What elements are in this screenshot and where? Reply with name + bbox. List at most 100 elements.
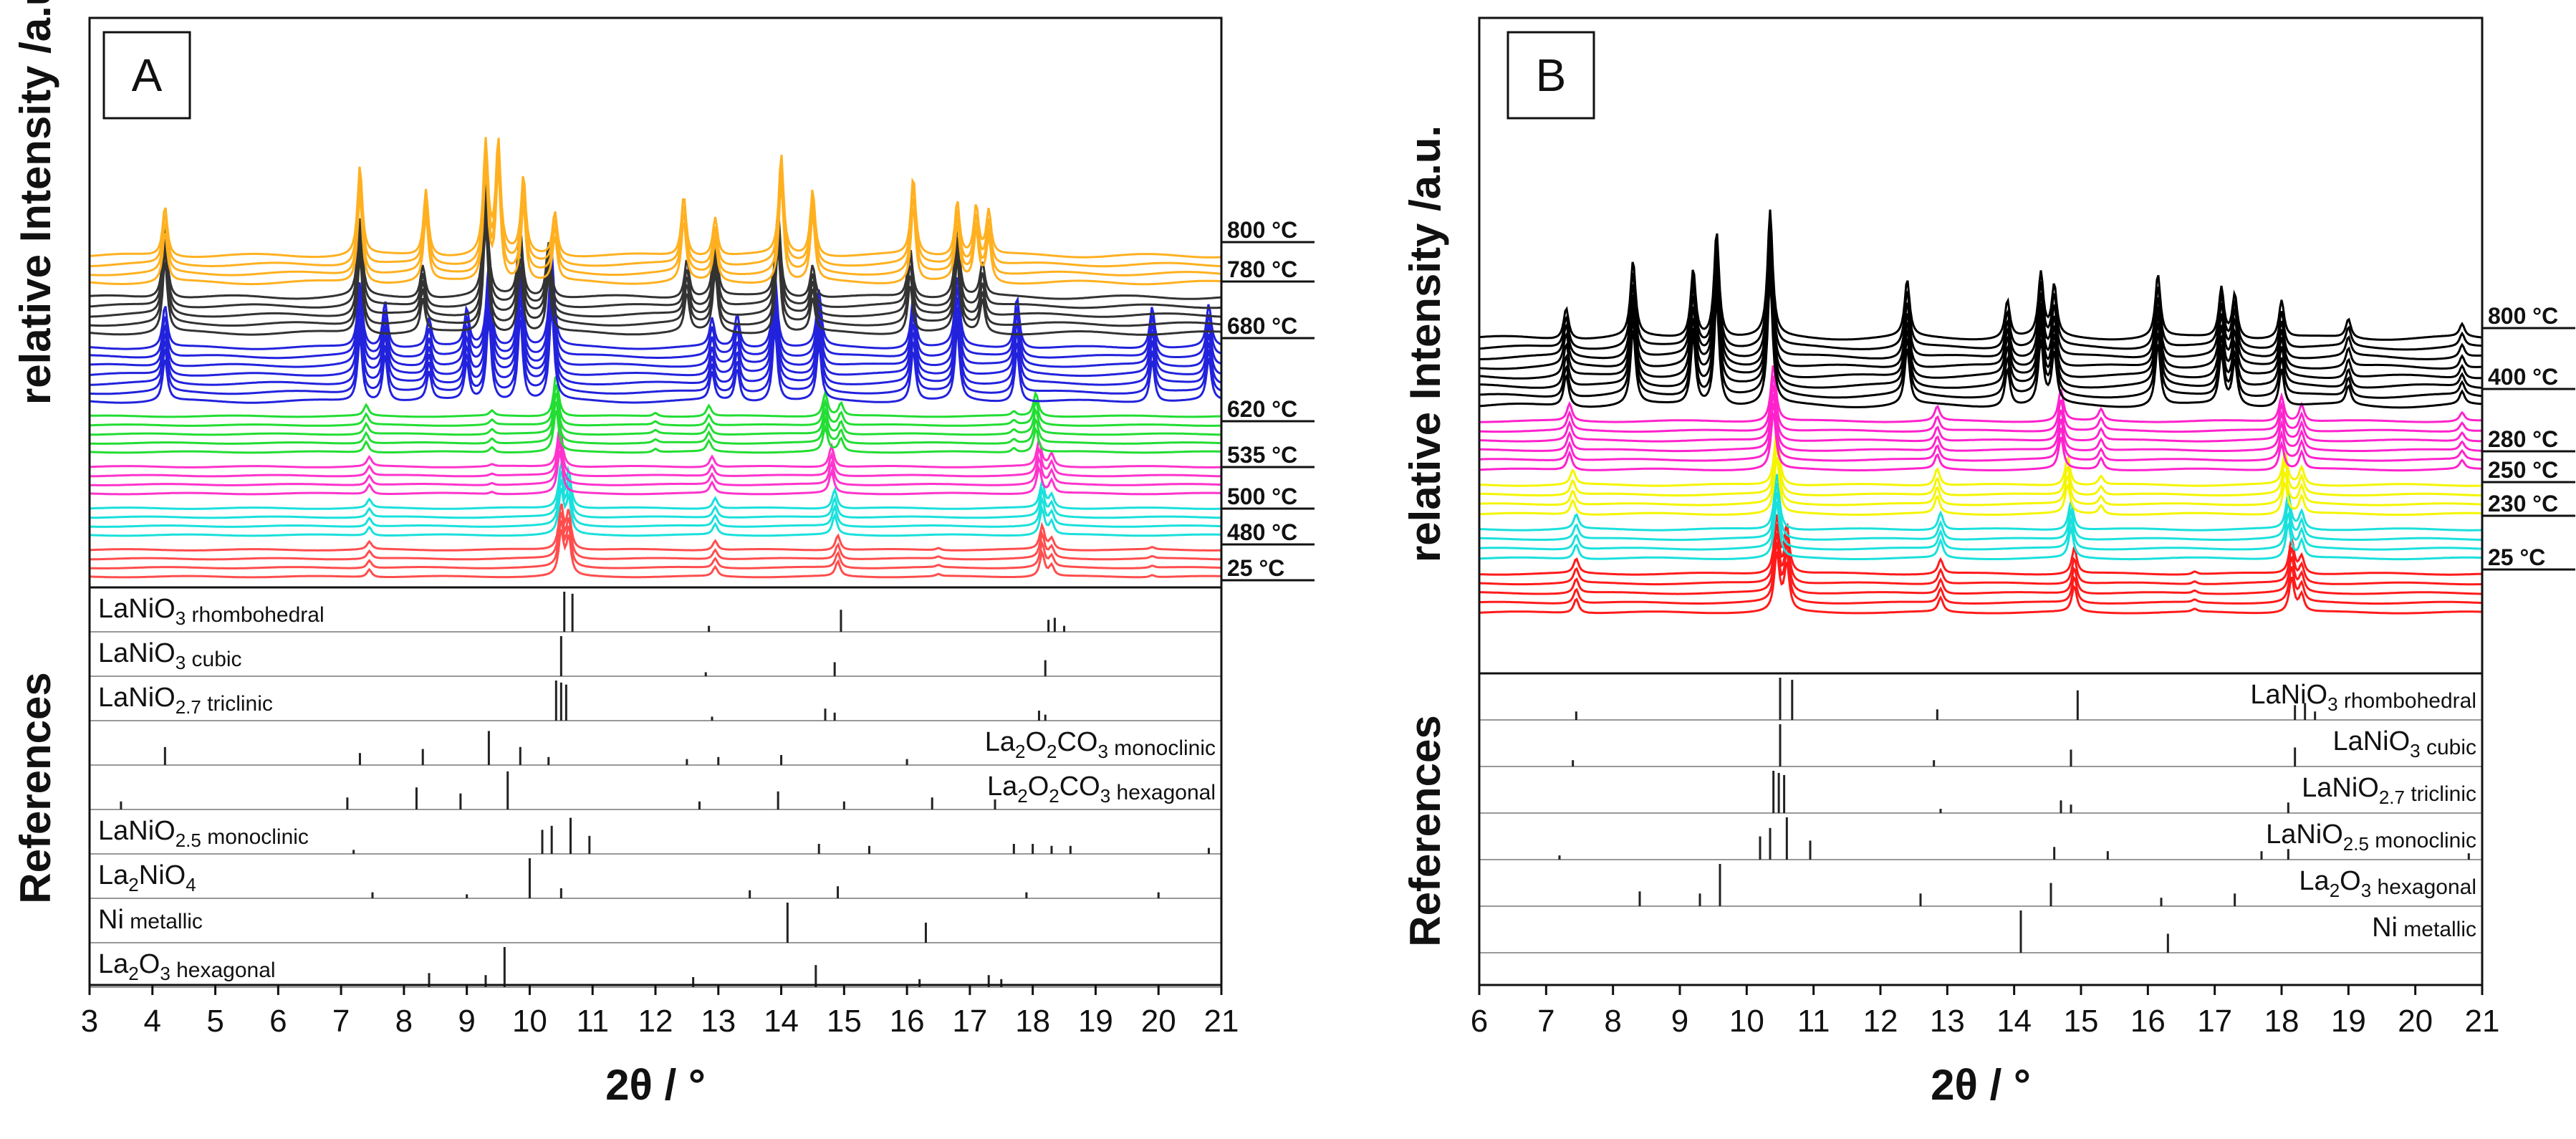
temperature-label: 535 °C <box>1221 442 1315 468</box>
trace-620-c-group-3 <box>90 383 1221 427</box>
trace-535-c-group-3 <box>90 424 1221 468</box>
trace-620-c-group-4 <box>90 374 1221 418</box>
reference-label: La2NiO4 <box>98 860 196 895</box>
temperature-label: 230 °C <box>2482 491 2575 517</box>
trace-lanio3-rhombohedral-25-480-c--1 <box>90 520 1221 570</box>
trace-680-c-group-5 <box>90 262 1221 360</box>
panel-a: LaNiO3 rhombohedral LaNiO3 cubic LaNiO2.7 … <box>11 0 1315 1109</box>
trace-620-c-group-1 <box>90 400 1221 445</box>
references-label: References <box>11 672 59 904</box>
trace-280-c-group-4 <box>1479 375 2482 433</box>
trace-280-c-group-2 <box>1479 393 2482 453</box>
trace-535-c-group-1 <box>90 441 1221 486</box>
x-tick-label: 9 <box>458 1004 475 1039</box>
trace-400-800-c-group-2 <box>1479 259 2482 389</box>
trace-780-c-group-4 <box>90 183 1221 300</box>
x-tick-label: 18 <box>2264 1004 2299 1039</box>
reference-row: La2O3 hexagonal <box>90 947 1221 988</box>
x-tick-label: 15 <box>827 1004 862 1039</box>
svg-text:230 °C: 230 °C <box>2488 491 2558 516</box>
trace-680-c-group-2 <box>90 288 1221 386</box>
reference-row: La2O3 hexagonal <box>1479 864 2482 907</box>
x-axis-label: 2θ / ° <box>605 1061 706 1109</box>
x-tick-label: 14 <box>764 1004 799 1039</box>
svg-text:280 °C: 280 °C <box>2488 426 2558 452</box>
temperature-label: 500 °C <box>1221 484 1315 510</box>
reference-label: La2O2CO3 hexagonal <box>987 772 1216 807</box>
x-tick-label: 20 <box>2398 1004 2433 1039</box>
x-tick-label: 17 <box>2197 1004 2232 1039</box>
x-tick-label: 19 <box>1078 1004 1113 1039</box>
x-tick-label: 18 <box>1015 1004 1050 1039</box>
reference-row: LaNiO3 rhombohedral <box>90 592 1221 633</box>
x-tick-label: 10 <box>1729 1004 1764 1039</box>
x-tick-label: 21 <box>1204 1004 1239 1039</box>
x-tick-label: 8 <box>395 1004 413 1039</box>
x-tick-label: 12 <box>1863 1004 1898 1039</box>
temperature-label: 250 °C <box>2482 457 2575 484</box>
temperature-label: 280 °C <box>2482 426 2575 453</box>
x-tick-label: 7 <box>332 1004 350 1039</box>
traces <box>1479 209 2482 615</box>
x-tick-label: 11 <box>1797 1004 1830 1039</box>
trace-280-c-group-1 <box>1479 403 2482 462</box>
trace-lanio3-rhombohedral-25-480-c--0 <box>90 529 1221 579</box>
x-tick-label: 6 <box>269 1004 287 1039</box>
y-axis-label: relative Intensity /a.u. <box>1401 125 1449 562</box>
svg-text:25 °C: 25 °C <box>1227 555 1284 581</box>
trace-780-c-group-3 <box>90 193 1221 309</box>
trace-lanio3-rhombohedral-25-480-c--3 <box>90 503 1221 552</box>
x-tick-label: 11 <box>576 1004 609 1039</box>
temperature-label: 620 °C <box>1221 396 1315 423</box>
svg-text:500 °C: 500 °C <box>1227 484 1297 509</box>
temperature-label: 780 °C <box>1221 256 1315 283</box>
temperature-label: 800 °C <box>1221 217 1315 244</box>
trace-25-230-c-group-4 <box>1479 514 2482 576</box>
temperature-label: 400 °C <box>2482 364 2575 390</box>
panel-letter-box <box>1506 31 1595 120</box>
trace-500-c-group-3 <box>90 462 1221 510</box>
trace-25-230-c-group-0 <box>1479 551 2482 615</box>
reference-patterns: LaNiO3 rhombohedral LaNiO3 cubic LaNiO2.7 … <box>1479 678 2482 953</box>
trace-500-c-group-0 <box>90 488 1221 537</box>
reference-label: LaNiO2.7 triclinic <box>98 683 273 718</box>
trace-620-c-group-0 <box>90 408 1221 454</box>
trace-800-c-group-3 <box>90 137 1221 259</box>
trace-250-c-group-2 <box>1479 438 2482 497</box>
trace-400-800-c-group-5 <box>1479 231 2482 360</box>
reference-label: Ni metallic <box>98 905 203 935</box>
x-tick-label: 19 <box>2331 1004 2366 1039</box>
trace-680-c-group-3 <box>90 280 1221 378</box>
trace-230-c-group-3 <box>1479 474 2482 532</box>
trace-250-c-group-3 <box>1479 429 2482 487</box>
x-tick-label: 8 <box>1604 1004 1621 1039</box>
reference-row: LaNiO3 cubic <box>90 636 1221 677</box>
svg-text:780 °C: 780 °C <box>1227 256 1297 282</box>
trace-680-c-group-6 <box>90 252 1221 350</box>
x-tick-label: 16 <box>2130 1004 2166 1039</box>
reference-label: La2O3 hexagonal <box>98 949 276 984</box>
trace-400-800-c-group-0 <box>1479 278 2482 409</box>
plot-frame <box>1478 16 2484 986</box>
panel-b: LaNiO3 rhombohedral LaNiO3 cubic LaNiO2.7 … <box>1401 16 2575 1109</box>
references-label: References <box>1401 715 1449 947</box>
reference-row: Ni metallic <box>90 903 1221 943</box>
trace-250-c-group-0 <box>1479 456 2482 516</box>
svg-text:250 °C: 250 °C <box>2488 457 2558 483</box>
x-tick-label: 4 <box>144 1004 161 1039</box>
reference-label: La2O3 hexagonal <box>2299 866 2476 901</box>
temperature-label: 480 °C <box>1221 519 1315 546</box>
trace-535-c-group-2 <box>90 432 1221 478</box>
traces <box>90 137 1221 579</box>
reference-label: LaNiO3 cubic <box>98 638 242 673</box>
x-tick-label: 12 <box>638 1004 673 1039</box>
trace-500-c-group-2 <box>90 470 1221 519</box>
reference-label: LaNiO2.5 monoclinic <box>2266 820 2476 855</box>
trace-25-230-c-group-2 <box>1479 532 2482 595</box>
reference-label: LaNiO3 rhombohedral <box>2250 680 2476 715</box>
trace-500-c-group-1 <box>90 479 1221 528</box>
temperature-label: 680 °C <box>1221 313 1315 340</box>
x-tick-label: 14 <box>1996 1004 2032 1039</box>
temperature-label: 25 °C <box>1221 555 1315 582</box>
